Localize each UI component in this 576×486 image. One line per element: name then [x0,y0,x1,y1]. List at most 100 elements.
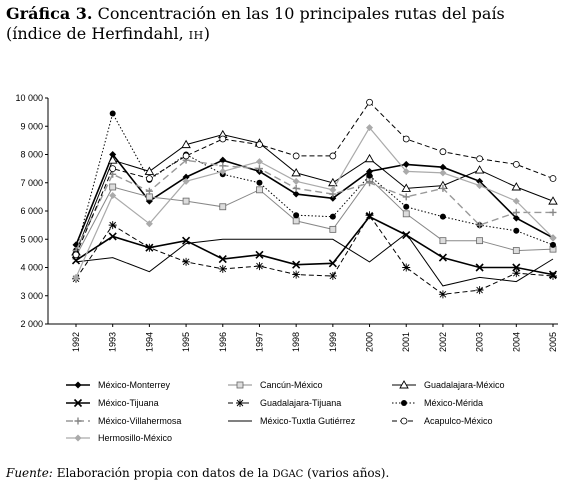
series-line [75,232,554,287]
legend-label: Cancún-México [260,380,323,390]
data-point [402,210,410,218]
data-point [293,212,300,219]
data-point [402,160,410,168]
data-point [366,167,374,175]
data-point [219,135,227,143]
data-point [218,264,227,273]
data-point [512,197,520,205]
data-point [439,184,447,192]
x-tick-label: 1994 [144,332,154,352]
x-tick-label: 1996 [218,332,228,352]
data-point [364,153,375,163]
data-point [74,381,82,389]
data-point [292,184,300,192]
data-point [145,175,153,182]
data-point [236,399,244,407]
data-point [329,225,337,233]
x-tick-label: 2001 [401,332,411,352]
data-point [402,167,410,175]
x-tick-label: 1997 [254,332,264,352]
y-tick-label: 7 000 [20,178,43,188]
y-tick-label: 10 000 [15,93,43,103]
data-point [475,286,484,295]
data-point [328,271,337,280]
data-point [72,273,80,281]
title-line-2: (índice de Herfindahl, IH) [6,24,572,46]
data-point [400,417,408,425]
data-point [474,165,485,174]
series-3 [71,129,558,256]
data-point [181,139,191,149]
data-point [365,211,374,220]
data-point [292,270,301,279]
data-point [512,269,521,278]
data-point [108,221,117,230]
legend: México-Monterrey Cancún-México Guadalajara… [66,380,505,443]
y-tick-label: 5 000 [20,234,43,244]
data-point [145,243,154,252]
data-point [366,179,374,187]
data-point [366,124,374,132]
series-line [75,101,554,255]
data-point [255,262,264,271]
legend-item: México-Monterrey [66,380,171,390]
data-point [403,203,410,210]
x-tick-label: 2005 [548,332,558,352]
source-note: Fuente: Elaboración propia con datos de … [6,466,389,480]
data-point [439,163,447,171]
data-point [476,221,484,229]
data-point [74,417,82,425]
source-text-pre: Elaboración propia con datos de la [56,466,273,480]
data-point [328,177,338,187]
legend-item: México-Tuxtla Gutiérrez [228,416,356,426]
data-point [476,237,484,245]
source-label: Fuente: [6,466,53,480]
series-line [75,177,554,257]
series-10 [72,124,557,281]
title-label: Gráfica 3. [6,4,93,23]
data-point [182,257,191,266]
data-point [402,193,410,201]
series-6 [73,110,556,254]
data-point [219,167,227,175]
x-tick-label: 1999 [328,332,338,352]
data-point [512,208,520,216]
data-point [291,167,301,177]
x-tick-label: 2002 [438,332,448,352]
data-point [438,290,447,299]
data-point [182,177,190,185]
x-tick-label: 2000 [365,332,375,352]
data-point [107,155,118,164]
data-point [366,172,373,179]
x-tick-label: 1992 [71,332,81,352]
data-point [109,183,117,191]
title-line-1: Gráfica 3. Concentración en las 10 princ… [6,4,572,24]
data-point [550,241,556,248]
data-point [513,227,520,234]
data-point [145,193,153,201]
data-point [549,234,557,242]
data-point [402,263,411,272]
y-tick-label: 6 000 [20,206,43,216]
data-point [438,253,447,262]
data-point [109,165,117,173]
legend-label: Acapulco-México [424,416,493,426]
data-point [476,155,484,163]
source-text-post: (varios años). [303,466,390,480]
data-point [292,217,300,225]
data-point [144,166,155,175]
data-point [292,260,301,269]
legend-label: México-Monterrey [98,380,171,390]
source-abbr: DGAC [272,469,304,480]
x-tick-label: 2004 [511,332,521,352]
legend-item: México-Tijuana [66,398,159,408]
series-line [75,215,554,276]
series-8 [75,232,554,287]
data-point [182,152,190,160]
data-point [72,251,80,259]
data-point [73,398,83,408]
x-tick-label: 2003 [475,332,485,352]
data-point [145,187,153,195]
data-point [475,263,484,272]
